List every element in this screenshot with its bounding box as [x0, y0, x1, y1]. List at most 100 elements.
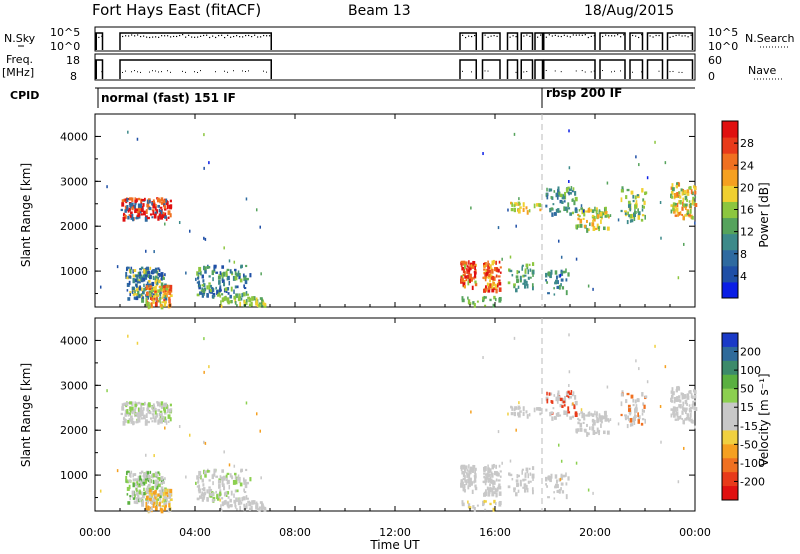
power-echo: [159, 289, 162, 295]
power-echo: [526, 210, 529, 215]
velocity-echo: [159, 493, 162, 499]
power-echo: [255, 301, 258, 304]
velocity-echo: [482, 356, 484, 360]
nsearch-point: [161, 35, 163, 37]
power-echo: [127, 130, 129, 134]
velocity-echo: [147, 499, 150, 504]
velocity-echo: [521, 470, 524, 475]
velocity-echo: [131, 494, 134, 498]
velocity-echo: [263, 508, 267, 512]
velocity-echo: [160, 482, 163, 485]
velocity-echo: [682, 401, 685, 407]
velocity-echo: [138, 412, 142, 418]
velocity-echo: [221, 480, 224, 486]
power-echo: [568, 179, 570, 183]
power-echo: [677, 276, 680, 280]
velocity-echo: [134, 401, 137, 406]
nsearch-point: [509, 36, 511, 38]
velocity-echo: [255, 505, 258, 508]
nave-point: [669, 71, 671, 73]
velocity-echo: [145, 471, 147, 475]
velocity-echo: [484, 480, 487, 486]
velocity-echo: [128, 411, 131, 414]
power-echo: [134, 197, 137, 202]
power-echo: [489, 279, 491, 283]
power-echo: [153, 250, 155, 254]
velocity-echo: [159, 507, 163, 512]
power-echo: [246, 293, 249, 296]
colorbar-swatch: [722, 458, 738, 473]
velocity-echo: [497, 479, 501, 482]
power-echo: [156, 299, 160, 303]
power-echo: [688, 186, 691, 190]
velocity-echo: [132, 497, 136, 500]
velocity-echo: [154, 484, 157, 488]
power-echo: [473, 261, 476, 265]
colorbar-swatch: [722, 472, 738, 487]
colorbar-swatch: [722, 416, 738, 431]
power-echo: [560, 271, 564, 276]
velocity-echo: [550, 400, 553, 403]
velocity-echo: [567, 411, 571, 414]
power-echo: [147, 206, 149, 210]
velocity-echo: [195, 481, 197, 485]
power-echo: [531, 262, 535, 266]
power-echo: [125, 267, 128, 272]
velocity-echo: [216, 497, 220, 501]
velocity-echo: [129, 495, 132, 498]
velocity-echo: [596, 418, 600, 423]
nsearch-point: [690, 34, 692, 36]
nsky-segment: [629, 32, 644, 50]
velocity-echo: [492, 507, 495, 512]
velocity-echo: [672, 411, 675, 416]
velocity-echo: [591, 426, 595, 431]
power-echo: [487, 263, 490, 269]
power-echo: [547, 292, 550, 295]
power-echo: [528, 209, 531, 213]
colorbar-swatch: [722, 388, 738, 404]
velocity-echo: [491, 492, 495, 497]
power-echo: [484, 304, 487, 307]
power-echo: [211, 294, 214, 299]
nave-point: [614, 70, 615, 72]
power-echo: [519, 275, 522, 281]
velocity-echo: [123, 402, 126, 406]
velocity-echo: [164, 489, 167, 494]
velocity-echo: [132, 473, 134, 478]
velocity-echo: [559, 477, 562, 481]
x-tick-label: 08:00: [279, 526, 311, 539]
velocity-echo: [511, 477, 514, 481]
power-echo: [497, 275, 501, 278]
velocity-echo: [487, 470, 491, 474]
velocity-echo: [571, 393, 574, 397]
velocity-echo: [686, 395, 690, 400]
power-echo: [134, 202, 137, 206]
power-echo: [473, 270, 476, 274]
power-echo: [164, 296, 168, 301]
power-echo: [629, 207, 632, 212]
power-echo: [671, 183, 674, 188]
power-echo: [126, 266, 130, 269]
power-echo: [245, 264, 248, 268]
power-echo: [229, 269, 232, 274]
power-echo: [558, 274, 561, 278]
velocity-echo: [158, 483, 161, 488]
power-echo: [519, 206, 522, 209]
freq-panel: Freq. [MHz] 18 8 60 0 Nave: [2, 53, 782, 83]
power-echo: [624, 210, 627, 213]
velocity-echo: [673, 400, 676, 404]
power-echo: [240, 265, 243, 269]
power-echo: [218, 280, 221, 285]
nsky-segment: [646, 32, 664, 50]
velocity-echo: [590, 412, 592, 416]
power-echo: [162, 211, 165, 215]
nave-label: Nave: [748, 64, 776, 77]
velocity-echo: [684, 410, 687, 415]
velocity-echo: [670, 390, 673, 394]
power-echo: [691, 199, 694, 205]
power-echo: [559, 273, 562, 277]
power-echo: [574, 207, 578, 211]
nsky-label: N.Sky: [4, 32, 36, 45]
power-echo: [135, 293, 139, 296]
power-echo: [551, 212, 554, 217]
